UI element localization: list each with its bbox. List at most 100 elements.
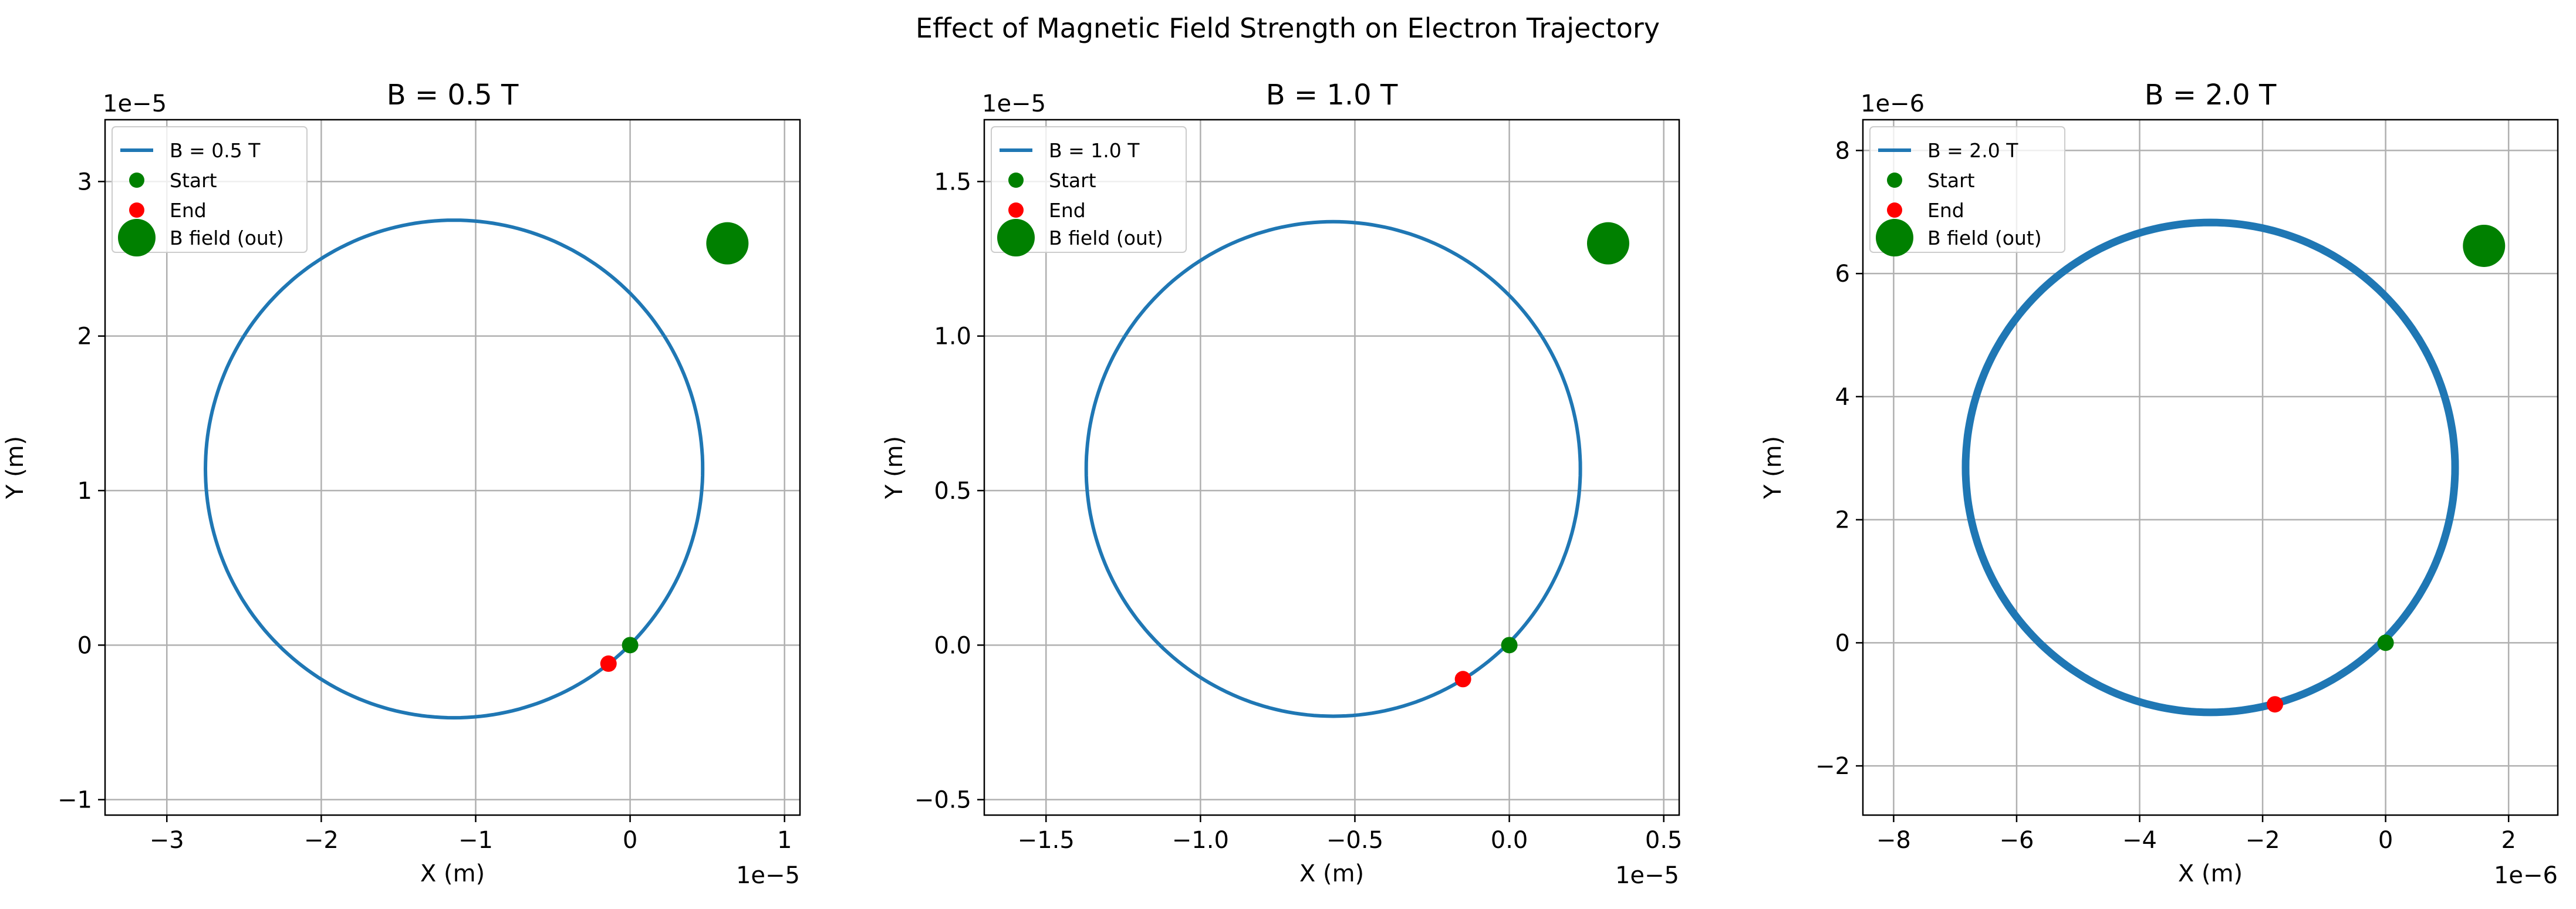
legend-entry: B field (out): [1927, 227, 2042, 249]
legend-start-swatch: [1887, 173, 1902, 188]
x-tick-label: −2: [2246, 827, 2280, 854]
end-marker: [600, 655, 617, 672]
x-tick-label: −2: [304, 827, 339, 854]
legend-entry: Start: [1927, 169, 1975, 192]
b-field-marker: [1586, 222, 1629, 265]
start-marker: [1501, 637, 1518, 654]
x-tick-label: 1: [777, 827, 792, 854]
legend-entry: B = 1.0 T: [1049, 139, 1140, 162]
x-tick-label: −4: [2122, 827, 2157, 854]
y-tick-label: 4: [1835, 384, 1850, 411]
y-tick-label: 1: [77, 478, 92, 505]
legend-entry: End: [1927, 199, 1964, 222]
legend: B = 2.0 T Start End B field (out): [1869, 126, 2065, 256]
x-axis-ticks: −8 −6 −4 −2 0 2: [1876, 815, 2516, 854]
x-offset-label: 1e−5: [1615, 862, 1679, 889]
legend-entry: Start: [170, 169, 217, 192]
x-tick-label: 0.5: [1645, 827, 1683, 854]
legend: B = 1.0 T Start End B field (out): [991, 126, 1187, 256]
x-tick-label: −1.5: [1018, 827, 1075, 854]
subplot-title: B = 0.5 T: [387, 79, 519, 111]
y-tick-label: −0.5: [914, 787, 971, 814]
y-axis-ticks: −0.5 0.0 0.5 1.0 1.5: [914, 168, 984, 814]
y-tick-label: 0: [77, 632, 92, 659]
y-tick-label: 8: [1835, 137, 1850, 164]
legend-entry: B field (out): [1049, 227, 1163, 249]
x-tick-label: −1.0: [1172, 827, 1229, 854]
legend-box: [112, 126, 308, 253]
x-tick-label: −3: [150, 827, 184, 854]
legend-b-field-swatch: [997, 219, 1035, 256]
x-axis-ticks: −3 −2 −1 0 1: [150, 815, 792, 854]
y-tick-label: 3: [77, 168, 92, 195]
trajectory-line: [203, 218, 705, 720]
x-tick-label: −6: [1999, 827, 2034, 854]
subplot-2: B = 1.0 T −1.5 −1.0 −0.5 0.0 0.5 −0.5 0.0 0.5 1.0…: [881, 79, 1683, 889]
axes-frame: [104, 119, 801, 816]
x-axis-label: X (m): [1299, 860, 1364, 887]
y-offset-label: 1e−5: [103, 90, 167, 117]
x-tick-label: −0.5: [1326, 827, 1383, 854]
subplot-title: B = 1.0 T: [1266, 79, 1398, 111]
y-tick-label: 1.0: [934, 323, 971, 350]
y-offset-label: 1e−5: [982, 90, 1046, 117]
subplot-3: B = 2.0 T −8 −6 −4 −2 0 2 −2 0 2 4 6 8 X (m) Y (m) 1e−6…: [1760, 79, 2559, 889]
y-tick-label: 0: [1835, 630, 1850, 657]
grid: [984, 120, 1679, 815]
y-tick-label: 0.0: [934, 632, 971, 659]
x-axis-label: X (m): [420, 860, 485, 887]
legend-entry: End: [170, 199, 207, 222]
y-tick-label: 2: [77, 323, 92, 350]
legend-b-field-swatch: [118, 219, 156, 256]
start-marker: [622, 637, 639, 654]
subplots: B = 0.5 T −3 −2 −1 0 1 −1 0 1 2 3 X (m) Y (m) 1e−5 1e−…: [2, 79, 2559, 889]
legend-entry: End: [1049, 199, 1086, 222]
y-tick-label: 0.5: [934, 478, 971, 505]
x-tick-label: 2: [2501, 827, 2516, 854]
x-axis-label: X (m): [2178, 860, 2243, 887]
grid: [105, 120, 800, 815]
y-offset-label: 1e−6: [1861, 90, 1925, 117]
legend-b-field-swatch: [1876, 219, 1913, 256]
legend-entry: B field (out): [170, 227, 284, 249]
b-field-marker: [2463, 224, 2506, 267]
subplot-1: B = 0.5 T −3 −2 −1 0 1 −1 0 1 2 3 X (m) Y (m) 1e−5 1e−…: [2, 79, 801, 889]
y-tick-label: 6: [1835, 261, 1850, 288]
x-tick-label: −8: [1876, 827, 1911, 854]
end-marker: [2267, 696, 2284, 713]
legend-start-swatch: [1008, 173, 1024, 188]
trajectory-line: [1961, 218, 2459, 717]
y-tick-label: 1.5: [934, 168, 971, 195]
y-axis-label: Y (m): [1760, 436, 1787, 499]
y-tick-label: 2: [1835, 507, 1850, 534]
x-offset-label: 1e−5: [736, 862, 800, 889]
y-tick-label: −1: [58, 787, 92, 814]
legend: B = 0.5 T Start End B field (out): [112, 126, 308, 256]
legend-entry: Start: [1049, 169, 1096, 192]
axes-frame: [983, 119, 1680, 816]
x-tick-label: 0: [2378, 827, 2393, 854]
legend-end-swatch: [1887, 202, 1902, 218]
y-tick-label: −2: [1815, 753, 1850, 780]
y-axis-label: Y (m): [2, 436, 29, 499]
axes-frame: [1862, 119, 2559, 816]
legend-end-swatch: [129, 202, 144, 218]
start-marker: [2377, 634, 2394, 651]
x-tick-label: 0: [623, 827, 637, 854]
x-offset-label: 1e−6: [2494, 862, 2558, 889]
legend-box: [1869, 126, 2065, 253]
subplot-title: B = 2.0 T: [2145, 79, 2277, 111]
y-axis-ticks: −1 0 1 2 3: [58, 168, 105, 814]
b-field-marker: [706, 222, 749, 265]
x-tick-label: −1: [458, 827, 493, 854]
x-axis-ticks: −1.5 −1.0 −0.5 0.0 0.5: [1018, 815, 1683, 854]
y-axis-ticks: −2 0 2 4 6 8: [1815, 137, 1863, 780]
y-axis-label: Y (m): [881, 436, 908, 499]
figure-suptitle: Effect of Magnetic Field Strength on Ele…: [916, 12, 1660, 44]
legend-box: [991, 126, 1187, 253]
end-marker: [1454, 671, 1471, 688]
x-tick-label: 0.0: [1491, 827, 1528, 854]
legend-entry: B = 2.0 T: [1927, 139, 2018, 162]
